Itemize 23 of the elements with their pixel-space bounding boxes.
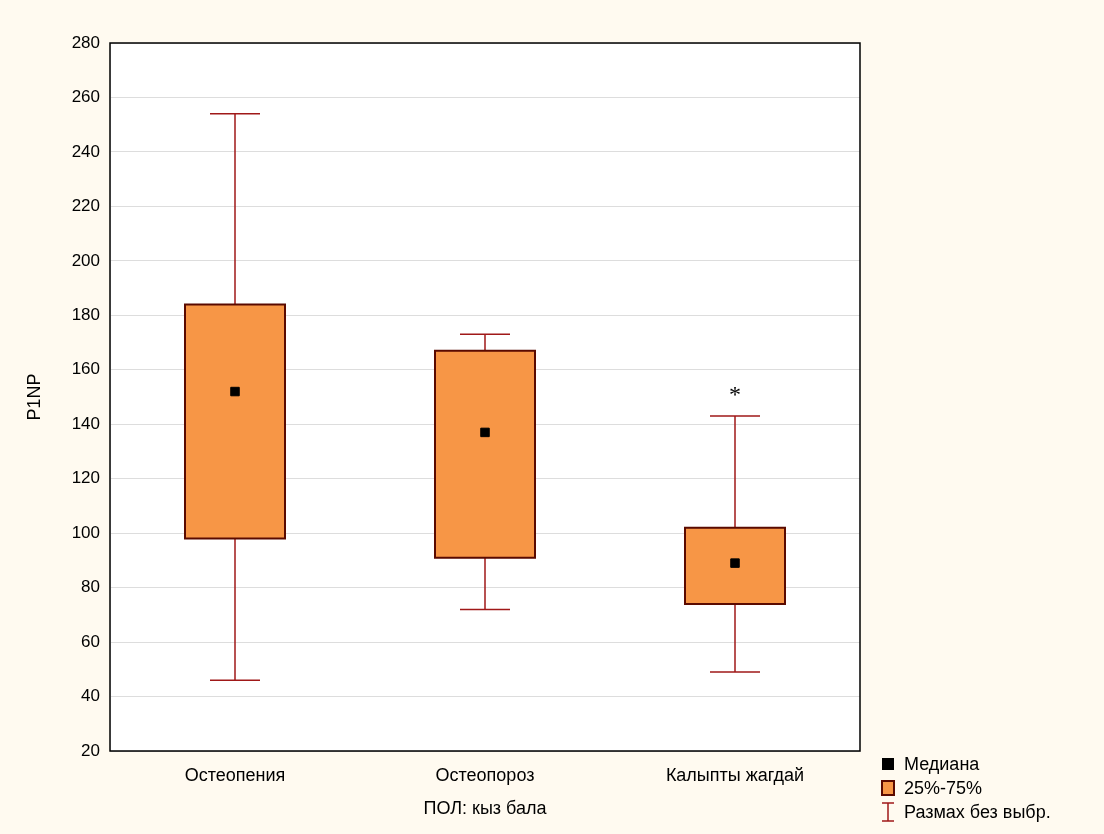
y-tick-label: 220 [71,196,100,216]
y-tick-label: 40 [81,686,100,706]
annotation: * [729,381,741,408]
y-tick-label: 180 [71,305,100,324]
x-tick-label: Калыпты жагдай [665,764,805,785]
text: 25%-75% [904,777,983,800]
x-axis-title: ПОЛ: кыз бала [423,798,548,819]
y-tick-label: 120 [71,468,100,488]
y-tick-label: 80 [81,577,100,597]
y-tick-label: 260 [71,87,100,107]
y-tick-label: 60 [81,631,100,651]
y-tick-label: 140 [71,413,100,433]
y-tick-label: 20 [81,740,100,760]
x-tick-label: Остеопения [184,764,286,785]
y-axis-title: P1NP [23,373,44,421]
y-tick-label: 280 [71,32,100,52]
y-tick-label: 160 [71,359,100,379]
text: Размах без выбр. [904,801,1051,824]
y-tick-label: 100 [71,522,100,542]
x-tick-label: Остеопороз [435,764,535,785]
text: Медиана [904,753,980,776]
y-tick-label: 240 [71,141,100,161]
y-tick-label: 200 [71,250,100,270]
